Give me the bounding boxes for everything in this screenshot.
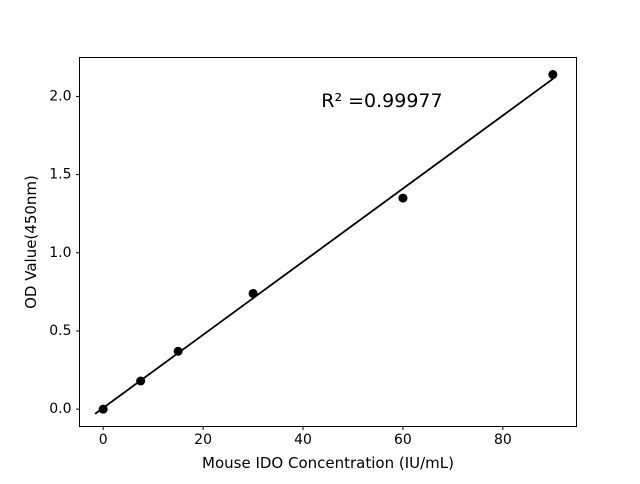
y-tick-label: 0.0 (49, 401, 71, 417)
y-tick-label: 0.5 (49, 323, 71, 339)
y-tick-label: 1.5 (49, 167, 71, 183)
data-point (173, 346, 183, 356)
r-squared-annotation: R² =0.99977 (321, 90, 442, 112)
data-point (248, 288, 258, 298)
axis-ticks: 0 20 40 60 80 0.0 0.5 1.0 1.5 2.0 (49, 88, 512, 448)
fit-line (94, 78, 554, 415)
data-series (94, 70, 558, 415)
x-axis-label: Mouse IDO Concentration (IU/mL) (202, 454, 454, 472)
y-tick-label: 2.0 (49, 88, 71, 104)
data-point (548, 70, 558, 80)
x-tick-label: 60 (394, 432, 412, 448)
data-point (136, 376, 146, 386)
x-tick-label: 80 (494, 432, 512, 448)
data-point (398, 193, 408, 203)
x-tick-label: 40 (294, 432, 312, 448)
x-tick-label: 0 (99, 432, 108, 448)
data-point (98, 404, 108, 414)
y-tick-label: 1.0 (49, 245, 71, 261)
x-tick-label: 20 (194, 432, 212, 448)
plot-area (79, 57, 577, 427)
y-axis-label: OD Value(450nm) (22, 175, 40, 309)
